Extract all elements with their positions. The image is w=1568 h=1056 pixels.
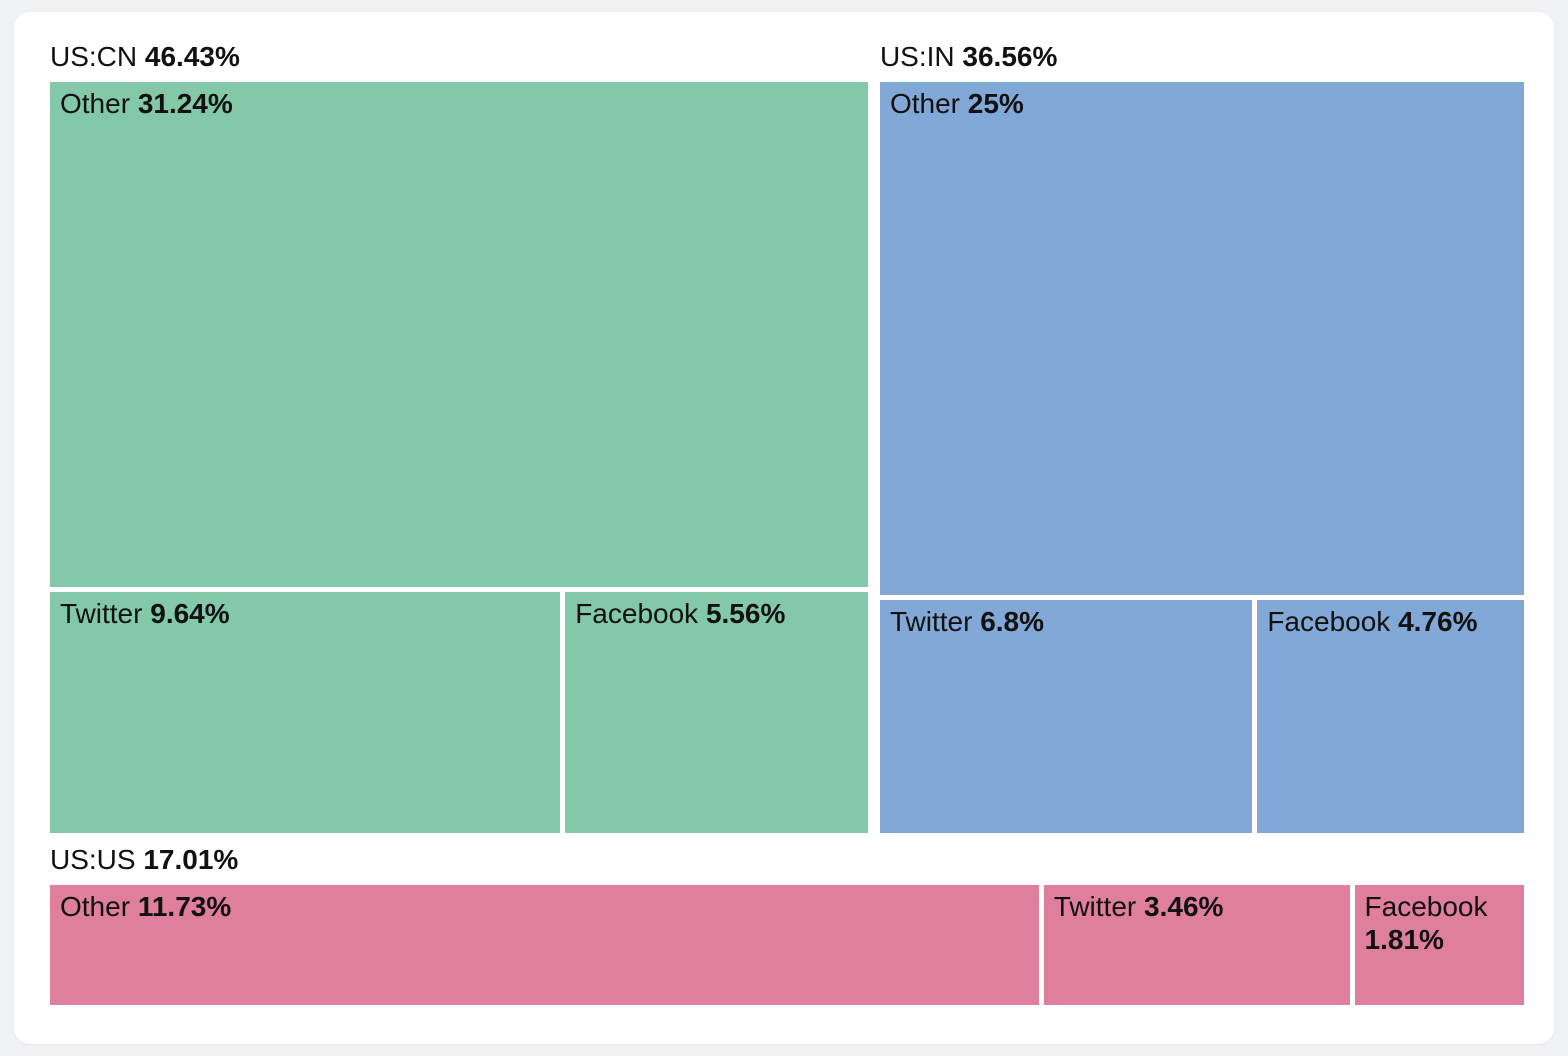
group-us-cn-cells: Other 31.24% Twitter 9.64% Facebook 5.56… <box>50 82 868 833</box>
cell-percent: 11.73% <box>137 890 232 922</box>
cell-us-cn-facebook[interactable]: Facebook 5.56% <box>565 591 868 833</box>
group-us-us: US:US 17.01% Other 11.73% Twitter 3.46% … <box>50 843 1524 1005</box>
cell-label: Other <box>889 88 960 119</box>
cell-us-us-twitter[interactable]: Twitter 3.46% <box>1043 884 1350 1005</box>
cell-percent: 3.46% <box>1144 890 1224 922</box>
cell-us-in-other[interactable]: Other 25% <box>879 82 1524 595</box>
cell-label: Facebook <box>575 597 699 629</box>
treemap-row-bottom: US:US 17.01% Other 11.73% Twitter 3.46% … <box>50 843 1524 1005</box>
group-us-in-cells: Other 25% Twitter 6.8% Facebook 4.76% <box>879 82 1524 833</box>
group-name: US:US <box>50 843 136 875</box>
cell-label: Facebook <box>1364 890 1488 922</box>
cell-us-us-other[interactable]: Other 11.73% <box>50 884 1039 1005</box>
cell-percent: 9.64% <box>150 597 230 629</box>
cell-percent: 4.76% <box>1398 605 1478 637</box>
group-us-cn-header: US:CN 46.43% <box>50 40 868 82</box>
cell-label: Twitter <box>1053 890 1137 922</box>
cell-percent: 31.24% <box>137 88 233 119</box>
treemap-row-top: US:CN 46.43% Other 31.24% Twitter 9.64% <box>50 40 1524 833</box>
group-name: US:CN <box>50 41 138 72</box>
group-us-in: US:IN 36.56% Other 25% Twitter 6.8% <box>879 40 1524 833</box>
cell-percent: 1.81% <box>1364 923 1444 955</box>
cell-us-cn-other[interactable]: Other 31.24% <box>50 82 868 587</box>
group-us-in-subrow: Twitter 6.8% Facebook 4.76% <box>879 599 1524 833</box>
cell-us-cn-twitter[interactable]: Twitter 9.64% <box>50 591 561 833</box>
cell-label: Twitter <box>60 597 143 629</box>
group-us-cn-subrow: Twitter 9.64% Facebook 5.56% <box>50 591 868 833</box>
cell-label: Other <box>60 890 131 922</box>
group-percent: 36.56% <box>962 41 1058 72</box>
group-us-in-header: US:IN 36.56% <box>880 40 1524 82</box>
cell-label: Facebook <box>1267 605 1391 637</box>
cell-label: Twitter <box>889 605 973 637</box>
treemap: US:CN 46.43% Other 31.24% Twitter 9.64% <box>50 40 1524 1005</box>
group-us-cn: US:CN 46.43% Other 31.24% Twitter 9.64% <box>50 40 868 833</box>
cell-label: Other <box>60 88 131 119</box>
cell-us-in-twitter[interactable]: Twitter 6.8% <box>879 599 1253 833</box>
cell-us-in-facebook[interactable]: Facebook 4.76% <box>1257 599 1524 833</box>
group-us-us-header: US:US 17.01% <box>50 843 1524 885</box>
group-percent: 17.01% <box>143 843 239 875</box>
group-percent: 46.43% <box>144 41 240 72</box>
cell-us-us-facebook[interactable]: Facebook 1.81% <box>1354 884 1524 1005</box>
cell-percent: 5.56% <box>705 597 786 629</box>
group-us-us-cells: Other 11.73% Twitter 3.46% Facebook 1.81… <box>50 884 1524 1005</box>
group-name: US:IN <box>879 41 955 72</box>
cell-percent: 6.8% <box>980 605 1045 637</box>
cell-percent: 25% <box>967 88 1024 119</box>
chart-card: US:CN 46.43% Other 31.24% Twitter 9.64% <box>14 12 1554 1044</box>
